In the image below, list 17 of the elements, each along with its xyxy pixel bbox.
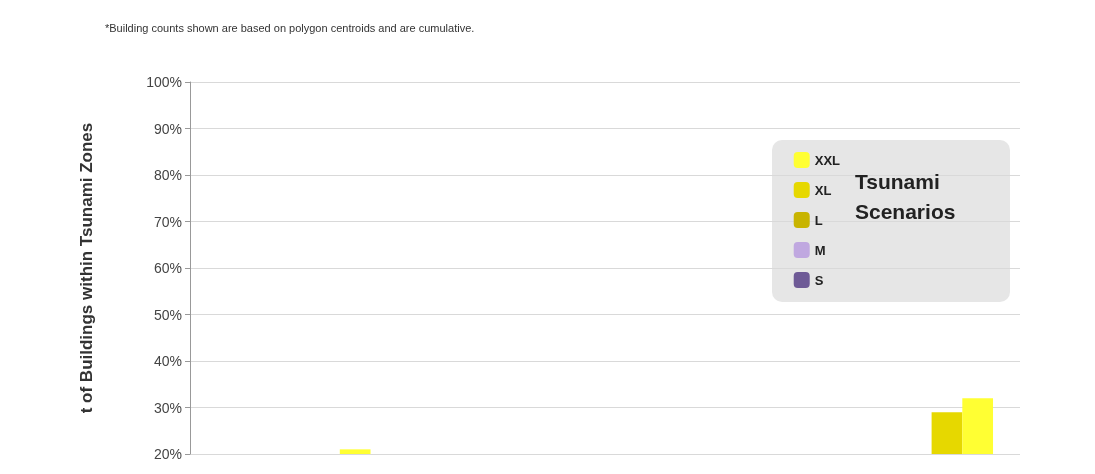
y-axis-title: t of Buildings within Tsunami Zones: [77, 122, 96, 414]
legend-label: XXL: [814, 152, 841, 168]
legend-title: Tsunami Scenarios: [855, 169, 956, 223]
y-tick-label: 90%: [153, 120, 182, 137]
y-tick-label: 20%: [153, 446, 182, 462]
y-tick-label: 40%: [153, 353, 182, 369]
text: *Building counts shown are based on polygon centroids and are cumulative.: [105, 21, 475, 34]
y-tick-label: 70%: [153, 213, 182, 230]
y-tick-label: 50%: [153, 306, 182, 323]
legend-label: M: [814, 242, 826, 258]
y-tick-label: 60%: [153, 260, 182, 276]
y-tick-label: 100%: [146, 74, 182, 90]
legend-label: S: [814, 272, 824, 288]
legend-label: XL: [814, 182, 832, 198]
y-tick-label: 80%: [153, 167, 182, 183]
legend-label: L: [814, 212, 823, 228]
y-tick-label: 30%: [153, 399, 182, 416]
